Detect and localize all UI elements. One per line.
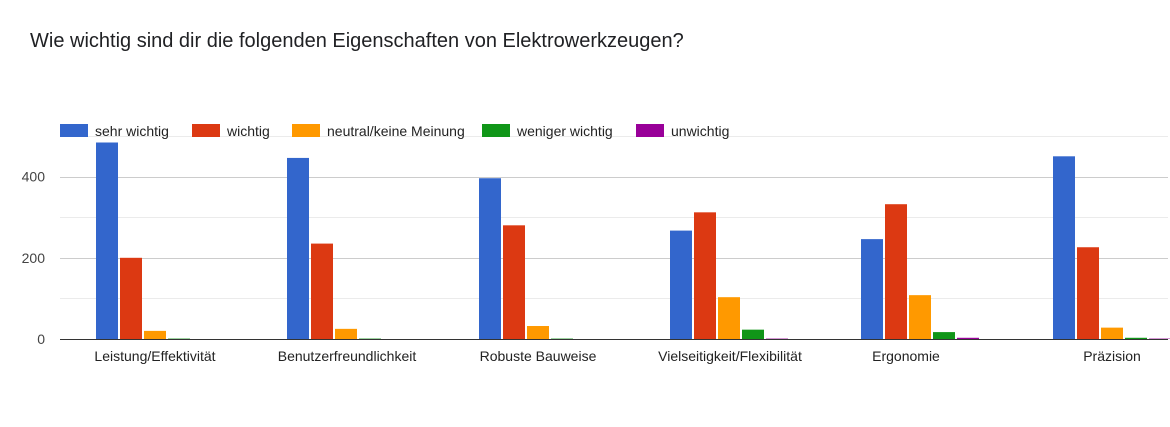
x-category-label: Vielseitigkeit/Flexibilität: [658, 348, 802, 364]
y-tick-label: 400: [22, 169, 46, 185]
bar: [885, 204, 907, 339]
y-tick-label: 200: [22, 250, 46, 266]
bar: [96, 142, 118, 339]
x-category-label: Ergonomie: [872, 348, 940, 364]
legend-label: sehr wichtig: [95, 123, 169, 139]
y-axis: 0 200 400: [22, 169, 46, 347]
bar: [1077, 247, 1099, 339]
bar: [933, 332, 955, 339]
bar: [1053, 156, 1075, 339]
x-category-label: Robuste Bauweise: [480, 348, 597, 364]
bar: [718, 297, 740, 339]
bar: [1101, 327, 1123, 339]
legend-label: neutral/keine Meinung: [327, 123, 465, 139]
bar: [694, 212, 716, 339]
x-category-label: Benutzerfreundlichkeit: [278, 348, 417, 364]
legend-label: wichtig: [226, 123, 270, 139]
bar: [670, 230, 692, 339]
legend-swatch: [192, 124, 220, 137]
bar: [909, 295, 931, 339]
bar: [335, 328, 357, 339]
grid-lines: [60, 136, 1168, 340]
legend-swatch: [60, 124, 88, 137]
bar: [144, 330, 166, 339]
legend-label: weniger wichtig: [516, 123, 613, 139]
bar: [287, 157, 309, 339]
bar: [1125, 337, 1147, 339]
bar: [527, 326, 549, 339]
bar: [311, 243, 333, 339]
legend: sehr wichtig wichtig neutral/keine Meinung…: [60, 123, 729, 139]
y-tick-label: 0: [37, 331, 45, 347]
legend-swatch: [482, 124, 510, 137]
chart-title: Wie wichtig sind dir die folgenden Eigen…: [30, 30, 684, 52]
x-category-label: Leistung/Effektivität: [94, 348, 215, 364]
legend-label: unwichtig: [671, 123, 729, 139]
bar: [861, 239, 883, 339]
bars: [96, 142, 1170, 339]
bar: [957, 337, 979, 339]
x-category-label: Präzision: [1083, 348, 1141, 364]
legend-swatch: [292, 124, 320, 137]
bar: [503, 225, 525, 339]
bar: [120, 257, 142, 339]
bar: [742, 329, 764, 339]
legend-swatch: [636, 124, 664, 137]
bar: [479, 178, 501, 339]
x-axis: Leistung/Effektivität Benutzerfreundlichk…: [94, 348, 1140, 364]
